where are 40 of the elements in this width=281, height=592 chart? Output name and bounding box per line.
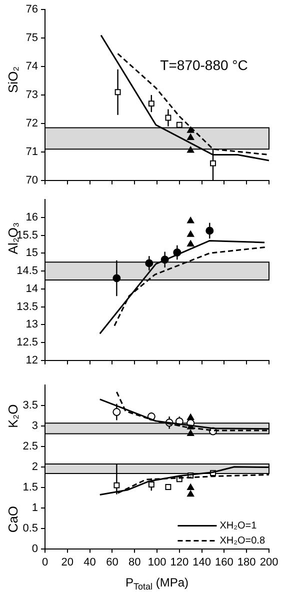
y-axis-title: SiO₂ [6, 66, 21, 93]
y-tick-label: 0.5 [22, 522, 38, 534]
legend-label: XH₂O=0.8 [220, 536, 266, 547]
y-tick-label: 71 [26, 146, 38, 158]
y-tick-label: 73 [26, 89, 38, 102]
x-tick-label: 120 [170, 556, 189, 568]
y-tick-label: 75 [26, 32, 38, 44]
y-tick-label: 16 [26, 212, 38, 224]
y-tick-label: 13.5 [16, 300, 38, 313]
y-tick-label: 14.5 [16, 265, 38, 278]
y-tick-label: 72 [26, 118, 38, 130]
y-tick-label: 3 [32, 420, 38, 432]
x-tick-label: 40 [84, 556, 96, 568]
y-tick-label: 0 [32, 542, 38, 555]
x-tick-label: 20 [61, 556, 74, 568]
x-tick-label: 140 [192, 556, 211, 568]
x-tick-label: 60 [106, 556, 118, 568]
y-tick-label: 2.5 [22, 440, 38, 452]
x-tick-label: 0 [42, 556, 48, 568]
y-tick-label: 3.5 [22, 400, 38, 412]
y-tick-label: 14 [26, 282, 38, 295]
x-tick-label: 100 [148, 556, 166, 568]
y-tick-label: 70 [26, 174, 38, 186]
y-tick-label: 1.5 [22, 481, 38, 494]
y-tick-label: 2 [32, 460, 38, 473]
y-tick-label: 12.5 [16, 336, 38, 349]
x-tick-label: 80 [128, 556, 141, 568]
x-tick-label: 160 [215, 556, 234, 568]
text: CaO [6, 506, 21, 533]
legend-label: XH₂O=1 [220, 520, 258, 532]
y-tick-label: 12 [26, 354, 38, 366]
y-tick-label: 13 [26, 318, 38, 331]
y-tick-label: 74 [26, 60, 38, 73]
x-tick-label: 180 [237, 556, 256, 568]
y-tick-label: 1 [32, 502, 38, 514]
x-tick-label: 200 [260, 556, 278, 568]
y-axis-title: K₂O [6, 404, 21, 428]
annotation: T=870-880 °C [160, 56, 248, 73]
y-tick-label: 76 [26, 4, 38, 16]
y-tick-label: 15 [26, 247, 38, 260]
